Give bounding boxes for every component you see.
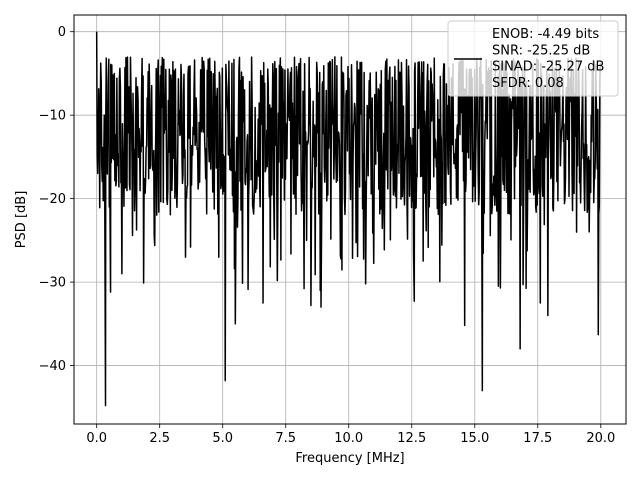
y-tick-label: −30 xyxy=(39,276,66,291)
x-tick-label: 15.0 xyxy=(460,431,489,446)
y-tick-label: −40 xyxy=(39,359,66,374)
x-tick-label: 10.0 xyxy=(334,431,363,446)
x-tick-label: 20.0 xyxy=(586,431,615,446)
psd-trace xyxy=(95,31,602,407)
x-tick-label: 5.0 xyxy=(212,431,233,446)
x-axis-label: Frequency [MHz] xyxy=(295,451,404,466)
y-tick-label: 0 xyxy=(58,25,66,40)
x-tick-label: 0.0 xyxy=(86,431,107,446)
legend-entry-enob: ENOB: -4.49 bits xyxy=(492,27,599,42)
x-tick-label: 12.5 xyxy=(397,431,426,446)
legend: ENOB: -4.49 bits SNR: -25.25 dB SINAD: -… xyxy=(447,20,619,97)
ticks: 0.0 2.5 5.0 7.5 10.0 12.5 15.0 17.5 20.0 0 −10 −20 −… xyxy=(39,25,616,446)
legend-entry-snr: SNR: -25.25 dB xyxy=(492,43,590,58)
legend-box xyxy=(447,20,619,97)
plot-frame xyxy=(73,14,627,425)
y-tick-label: −20 xyxy=(39,192,66,207)
x-tick-label: 2.5 xyxy=(149,431,170,446)
data-series xyxy=(95,31,602,407)
y-axis-label: PSD [dB] xyxy=(14,191,29,249)
x-tick-label: 7.5 xyxy=(275,431,296,446)
x-tick-label: 17.5 xyxy=(523,431,552,446)
legend-entry-sinad: SINAD: -25.27 dB xyxy=(492,60,604,75)
y-tick-label: −10 xyxy=(39,109,66,124)
legend-entry-sfdr: SFDR: 0.08 xyxy=(492,76,564,91)
